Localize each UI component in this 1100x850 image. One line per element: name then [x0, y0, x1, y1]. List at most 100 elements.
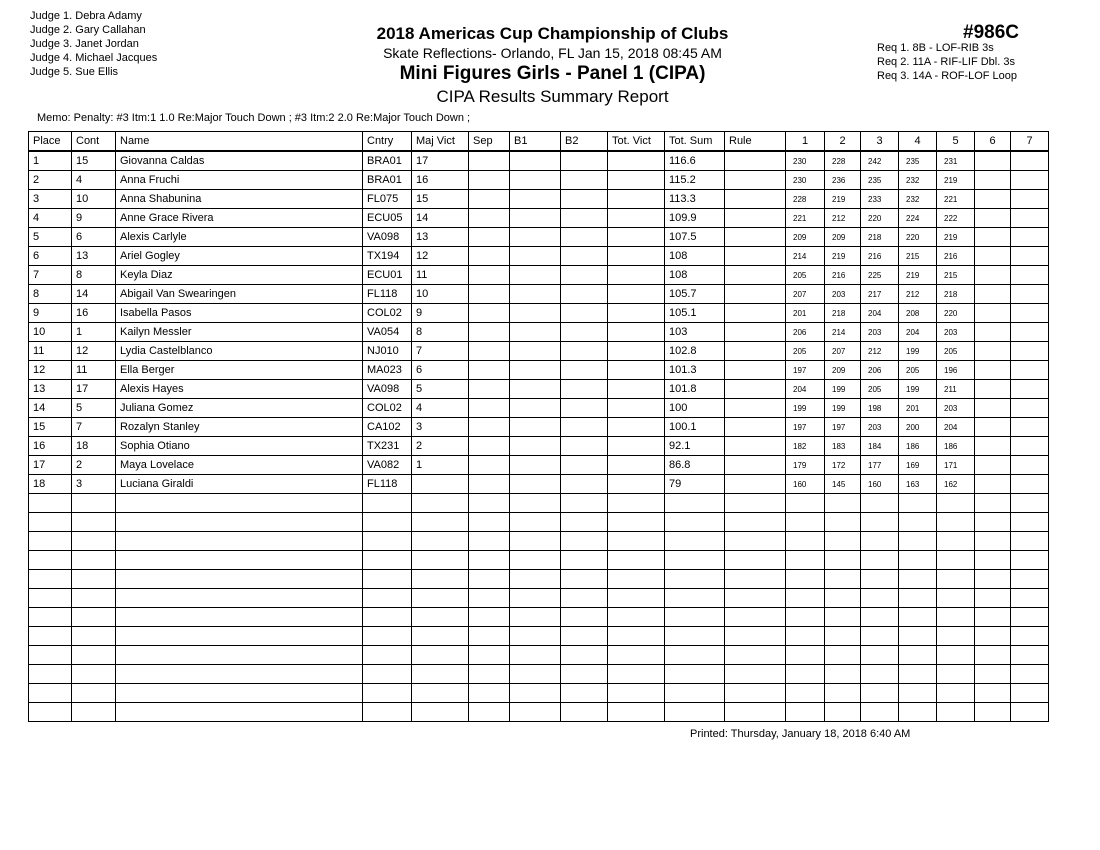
cell: [411, 626, 469, 646]
cont-cell: 16: [71, 303, 116, 323]
cell: [724, 683, 786, 703]
tot-sum-cell: 108: [664, 265, 725, 285]
maj-vict-cell: 1: [411, 455, 469, 475]
column-header: Sep: [468, 131, 510, 152]
cell: [607, 436, 665, 456]
cell: [468, 474, 510, 494]
cell: [724, 360, 786, 380]
name-cell: Lydia Castelblanco: [115, 341, 363, 361]
cell: [71, 645, 116, 665]
place-cell: 4: [28, 208, 72, 228]
cell: [936, 493, 975, 513]
judge-score-cell: 186: [936, 436, 975, 456]
table-row: 10 1 Kailyn Messler VA054 8 103 206 214 203 204 20…: [28, 322, 1049, 342]
cell: [509, 436, 561, 456]
cell: [785, 493, 825, 513]
cell: [560, 702, 608, 722]
judge-score-cell: 169: [898, 455, 937, 475]
judge-score-cell: 217: [860, 284, 899, 304]
judge-score-cell: 145: [824, 474, 861, 494]
cell: [28, 683, 72, 703]
cell: [560, 683, 608, 703]
cont-cell: 7: [71, 417, 116, 437]
cell: [468, 379, 510, 399]
cell: [115, 645, 363, 665]
cell: [1010, 246, 1049, 266]
tot-sum-cell: 101.3: [664, 360, 725, 380]
cell: [509, 227, 561, 247]
cell: [468, 265, 510, 285]
cell: [71, 607, 116, 627]
cell: [607, 265, 665, 285]
cell: [607, 227, 665, 247]
cell: [411, 569, 469, 589]
judge-score-cell: 198: [860, 398, 899, 418]
tot-sum-cell: 100: [664, 398, 725, 418]
cell: [724, 531, 786, 551]
requirement-item: Req 3. 14A - ROF-LOF Loop: [877, 70, 1018, 82]
judge-score-cell: 222: [936, 208, 975, 228]
cell: [974, 531, 1011, 551]
judge-score-cell: 209: [785, 227, 825, 247]
cont-cell: 11: [71, 360, 116, 380]
cell: [509, 645, 561, 665]
judge-score-cell: 183: [824, 436, 861, 456]
cntry-cell: FL075: [362, 189, 412, 209]
cell: [362, 645, 412, 665]
column-header: Rule: [724, 131, 786, 152]
cont-cell: 14: [71, 284, 116, 304]
column-header: 6: [974, 131, 1011, 152]
cell: [468, 189, 510, 209]
judges-list: Judge 1. Debra Adamy Judge 2. Gary Callah…: [30, 9, 157, 79]
cell: [824, 626, 861, 646]
cell: [724, 493, 786, 513]
judge-score-cell: 182: [785, 436, 825, 456]
maj-vict-cell: 8: [411, 322, 469, 342]
column-header: 3: [860, 131, 899, 152]
place-cell: 2: [28, 170, 72, 190]
cell: [724, 455, 786, 475]
cell: [468, 588, 510, 608]
column-header: 4: [898, 131, 937, 152]
column-header: 1: [785, 131, 825, 152]
cell: [509, 265, 561, 285]
judge-score-cell: 201: [898, 398, 937, 418]
column-header: B1: [509, 131, 561, 152]
cell: [898, 493, 937, 513]
competition-title: 2018 Americas Cup Championship of Clubs: [376, 24, 729, 43]
cell: [974, 170, 1011, 190]
printed-timestamp: Printed: Thursday, January 18, 2018 6:40…: [690, 728, 911, 740]
cell: [509, 512, 561, 532]
cell: [724, 588, 786, 608]
judge-score-cell: 205: [936, 341, 975, 361]
name-cell: Anne Grace Rivera: [115, 208, 363, 228]
maj-vict-cell: 10: [411, 284, 469, 304]
cell: [362, 550, 412, 570]
cell: [664, 702, 725, 722]
judge-score-cell: 209: [824, 360, 861, 380]
cell: [1010, 265, 1049, 285]
tot-sum-cell: 105.7: [664, 284, 725, 304]
cell: [1010, 436, 1049, 456]
judge-score-cell: 219: [936, 170, 975, 190]
cell: [509, 664, 561, 684]
judge-score-cell: 230: [785, 150, 825, 171]
cell: [71, 683, 116, 703]
cell: [468, 550, 510, 570]
cell: [785, 512, 825, 532]
cell: [28, 607, 72, 627]
judge-score-cell: 184: [860, 436, 899, 456]
empty-row: [28, 683, 1049, 703]
cell: [974, 588, 1011, 608]
cell: [411, 531, 469, 551]
judge-score-cell: 212: [824, 208, 861, 228]
judge-item: Judge 4. Michael Jacques: [30, 52, 158, 64]
cntry-cell: NJ010: [362, 341, 412, 361]
empty-row: [28, 645, 1049, 665]
cont-cell: 10: [71, 189, 116, 209]
cell: [71, 588, 116, 608]
cell: [28, 531, 72, 551]
cell: [974, 341, 1011, 361]
judge-score-cell: 199: [898, 341, 937, 361]
cell: [509, 398, 561, 418]
